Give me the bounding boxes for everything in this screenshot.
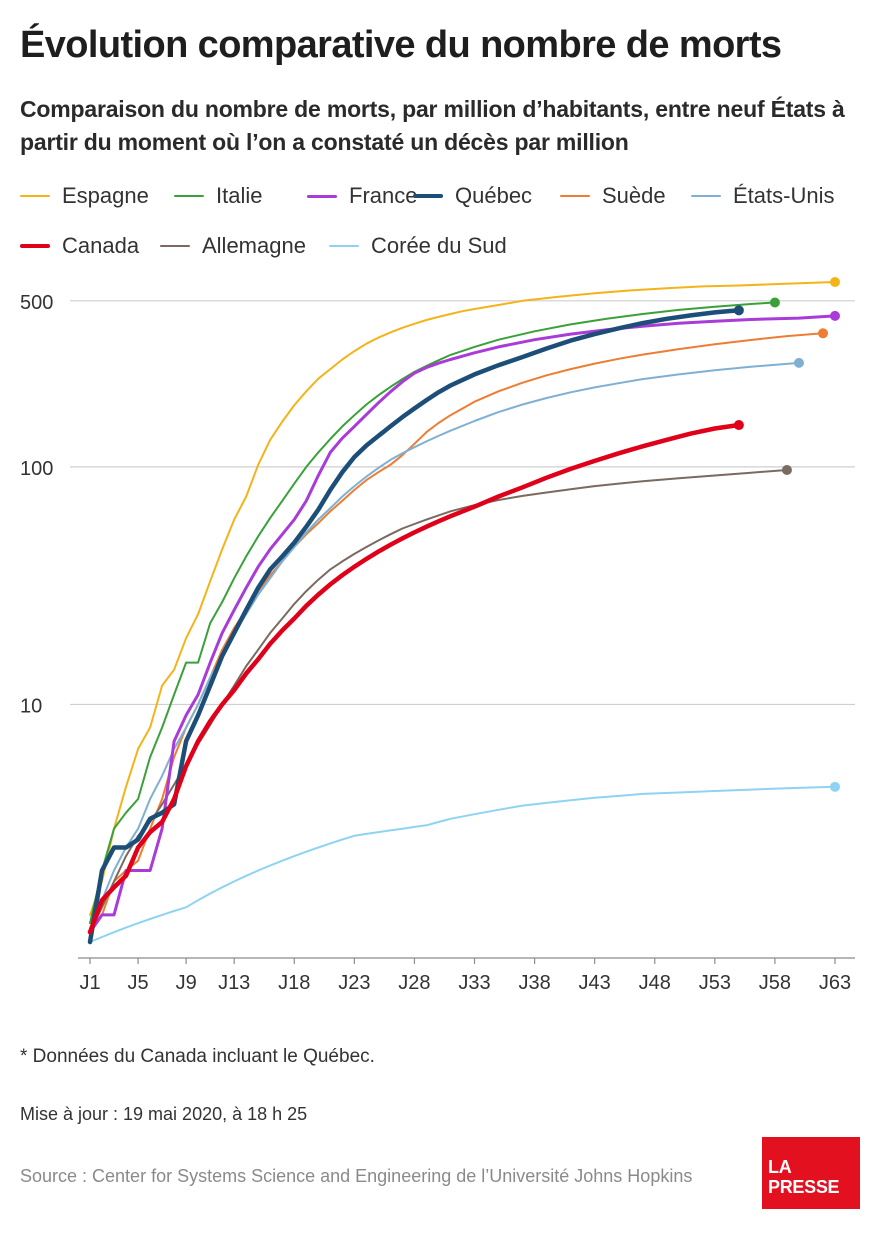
- footnote: * Données du Canada incluant le Québec.: [20, 1046, 375, 1067]
- la-presse-logo: LA PRESSE: [762, 1137, 860, 1209]
- series-end-dot: [733, 305, 744, 316]
- x-tick-label: J1: [79, 972, 100, 994]
- series-end-dot: [793, 357, 804, 368]
- line-chart: 10 100 500 J1 J5 J9 J13 J18 J23 J28 J33 J38 J43 J48 J5…: [20, 277, 855, 994]
- y-tick-label: 100: [20, 458, 53, 480]
- legend-label: Allemagne: [202, 233, 306, 258]
- legend-item: Allemagne: [160, 233, 306, 259]
- legend-item: Corée du Sud: [329, 233, 507, 259]
- x-tick-label: J48: [639, 972, 671, 994]
- legend-item: Suède: [560, 183, 666, 209]
- legend-item: États-Unis: [691, 183, 834, 209]
- x-tick-label: J63: [819, 972, 851, 994]
- series-end-dot: [733, 420, 744, 431]
- series-line: [87, 422, 742, 935]
- legend-label: États-Unis: [733, 183, 835, 208]
- series-line: [88, 314, 837, 934]
- legend-item: France: [307, 183, 417, 209]
- legend-swatch: [174, 195, 204, 197]
- legend-swatch: [20, 195, 50, 197]
- chart-title: Évolution comparative du nombre de morts: [20, 24, 782, 66]
- x-tick-label: J18: [278, 972, 310, 994]
- series-line: [89, 301, 776, 925]
- legend-label: Suède: [602, 183, 666, 208]
- x-tick-label: J43: [579, 972, 611, 994]
- x-tick-label: J23: [338, 972, 370, 994]
- x-tick-label: J58: [759, 972, 791, 994]
- x-tick-label: J33: [458, 972, 490, 994]
- y-tick-label: 10: [20, 695, 42, 717]
- y-tick-label: 500: [20, 292, 53, 314]
- logo-line-2: PRESSE: [768, 1177, 840, 1197]
- x-tick-label: J13: [218, 972, 250, 994]
- legend-swatch: [691, 195, 721, 197]
- legend-label: France: [349, 183, 418, 208]
- logo-line-1: LA: [768, 1157, 792, 1177]
- series-end-dot: [781, 465, 792, 476]
- legend-swatch: [307, 194, 337, 198]
- x-tick-label: J9: [176, 972, 197, 994]
- x-tick-label: J53: [699, 972, 731, 994]
- source-note: Source : Center for Systems Science and …: [20, 1166, 693, 1186]
- legend-label: Espagne: [62, 183, 149, 208]
- legend-label: Canada: [62, 233, 140, 258]
- series-line: [89, 361, 800, 934]
- update-timestamp: Mise à jour : 19 mai 2020, à 18 h 25: [20, 1104, 308, 1124]
- series-end-dot: [817, 328, 828, 339]
- series-line: [89, 332, 824, 934]
- chart-subtitle: Comparaison du nombre de morts, par mill…: [20, 96, 845, 155]
- legend-swatch: [413, 193, 443, 199]
- series-end-dot: [830, 310, 840, 321]
- legend-item: Italie: [174, 183, 262, 209]
- series-end-dot: [830, 277, 840, 287]
- x-tick-label: J38: [518, 972, 550, 994]
- legend-swatch: [329, 245, 359, 247]
- legend-item: Canada: [20, 233, 139, 259]
- legend-label: Italie: [216, 183, 263, 208]
- x-tick-label: J5: [128, 972, 149, 994]
- legend-swatch: [20, 243, 50, 249]
- legend-item: Espagne: [20, 183, 149, 209]
- series-line: [87, 308, 742, 945]
- series-line: [89, 469, 788, 934]
- legend-label: Corée du Sud: [371, 233, 507, 258]
- x-tick-label: J28: [398, 972, 430, 994]
- legend-swatch: [160, 245, 190, 247]
- series-line: [89, 785, 836, 943]
- series-end-dot: [830, 781, 840, 792]
- legend-swatch: [560, 195, 590, 197]
- legend-item: Québec: [413, 183, 532, 209]
- legend-label: Québec: [455, 183, 533, 208]
- series-line: [89, 281, 836, 916]
- series-end-dot: [769, 297, 780, 308]
